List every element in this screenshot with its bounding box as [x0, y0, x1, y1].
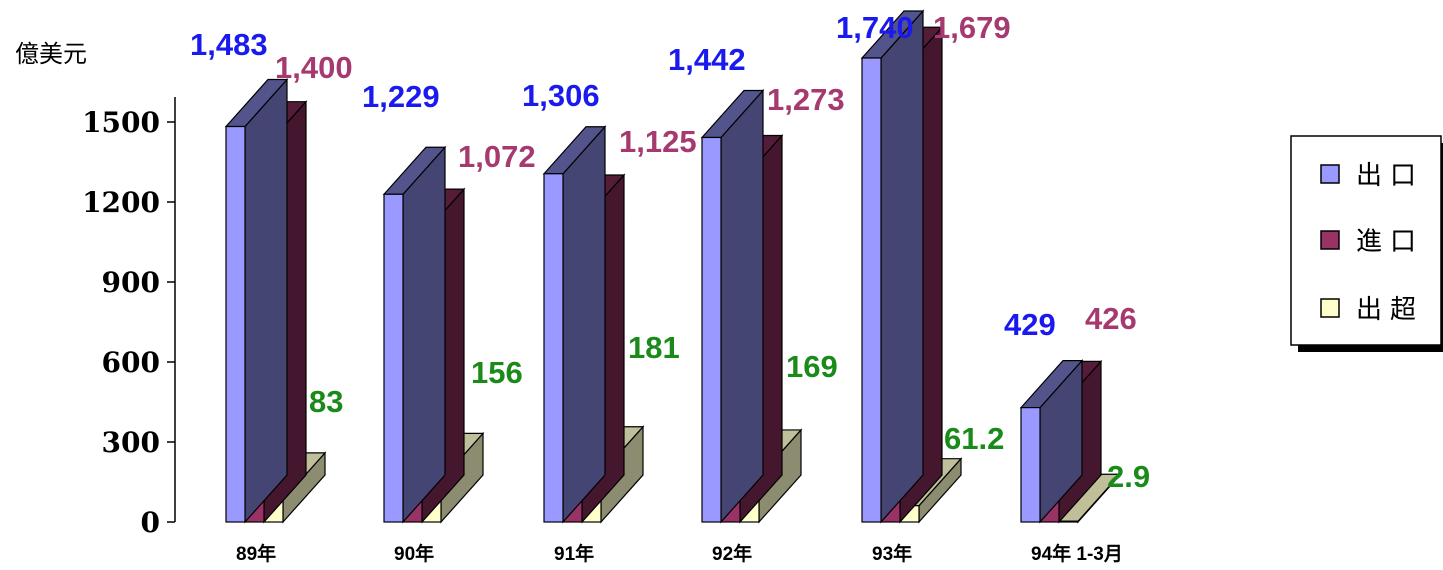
data-label-export: 1,442: [668, 42, 746, 77]
bar-group: [382, 145, 485, 524]
x-tick-label: 93年: [872, 542, 912, 565]
data-label-import: 1,679: [933, 10, 1011, 45]
bar-export: [543, 173, 564, 523]
data-label-import: 1,273: [767, 82, 845, 117]
bar-surplus: [1058, 520, 1079, 523]
data-label-surplus: 83: [309, 384, 343, 419]
data-label-export: 1,306: [522, 78, 600, 113]
bar-export-side: [244, 77, 288, 524]
data-label-surplus: 2.9: [1107, 459, 1150, 494]
y-tick-label: 900: [102, 266, 160, 299]
bar-group: [542, 125, 645, 524]
bar-export-side: [720, 88, 764, 524]
data-label-surplus: 156: [471, 355, 523, 390]
legend-swatch-import: [1320, 230, 1340, 250]
data-label-surplus: 181: [628, 330, 680, 365]
x-tick-label: 94年 1-3月: [1031, 542, 1123, 565]
y-tick-label: 1200: [82, 186, 160, 219]
data-label-surplus: 61.2: [944, 421, 1004, 456]
data-label-export: 1,229: [362, 79, 440, 114]
bar-group: [1019, 359, 1122, 524]
legend-label-import: 進口: [1356, 227, 1424, 257]
bar-group: [860, 9, 963, 524]
legend-label-export: 出口: [1356, 161, 1424, 191]
data-label-export: 1,740: [836, 10, 914, 45]
bar-group: [700, 88, 803, 524]
legend-label-surplus: 出超: [1356, 295, 1424, 325]
legend-swatch-export: [1320, 164, 1340, 184]
y-tick-label: 300: [102, 426, 160, 459]
data-label-export: 1,483: [190, 27, 268, 62]
data-label-import: 426: [1085, 301, 1137, 336]
y-tick-label: 1500: [82, 106, 160, 139]
data-label-import: 1,400: [275, 50, 353, 85]
data-label-surplus: 169: [786, 349, 838, 384]
x-tick-label: 89年: [236, 542, 276, 565]
y-tick-label: 600: [102, 346, 160, 379]
bar-export-side: [562, 125, 606, 524]
bar-export: [861, 57, 882, 523]
x-tick-label: 91年: [554, 542, 594, 565]
bar-export: [1020, 407, 1041, 523]
data-labels: 89年 90年 91年 92年 93年 94年 1-3月 1,483 1,229 1,306 1,…: [190, 10, 1150, 565]
x-tick-label: 90年: [394, 542, 434, 565]
bars: [224, 9, 1122, 524]
y-tick-label: 0: [141, 506, 160, 539]
x-tick-label: 92年: [712, 542, 752, 565]
legend-box: [1290, 135, 1442, 346]
legend-swatch-surplus: [1320, 298, 1340, 318]
data-label-import: 1,072: [458, 139, 536, 174]
bar-export-side: [880, 9, 924, 524]
bar-export: [225, 125, 246, 523]
data-label-import: 1,125: [619, 124, 697, 159]
bar-export: [701, 136, 722, 523]
y-axis-title: 億美元: [15, 40, 87, 68]
bar-export: [383, 193, 404, 523]
data-label-export: 429: [1004, 307, 1056, 342]
axes: 0 300 600 900 1200 1500: [82, 97, 176, 539]
bar-export-side: [402, 145, 446, 524]
bar-group: [224, 77, 327, 524]
